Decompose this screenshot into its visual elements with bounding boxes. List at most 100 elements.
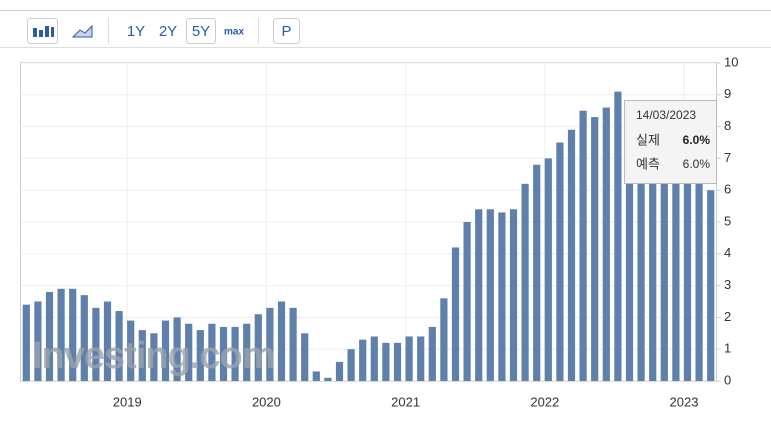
y-tick-label: 6: [724, 182, 731, 197]
bar: [649, 120, 657, 382]
tooltip-label: 실제: [636, 132, 660, 147]
bar: [533, 164, 541, 381]
tooltip-value: 6.0%: [683, 157, 711, 171]
bar: [370, 336, 378, 381]
grid: [20, 62, 717, 382]
icon: [39, 30, 43, 37]
bar: [347, 349, 355, 381]
icon: [51, 27, 54, 37]
bar: [254, 314, 262, 381]
y-tick-label: 1: [724, 341, 731, 356]
range-button[interactable]: max: [224, 27, 244, 38]
tooltip-label: 예측: [636, 156, 660, 171]
watermark: Investing.com: [32, 335, 275, 377]
bars: [22, 91, 715, 382]
bar: [451, 247, 460, 381]
toolbar: 1Y 2Y 5Y max P: [27, 18, 300, 44]
tooltip: 14/03/2023 실제 6.0% 예측 6.0%: [624, 100, 717, 184]
bar: [80, 295, 88, 381]
bar: [707, 190, 715, 381]
bar: [312, 371, 320, 381]
x-tick-label: 2020: [252, 394, 281, 409]
bar: [127, 320, 135, 381]
tooltip-box: [624, 100, 717, 184]
y-tick-label: 7: [724, 150, 731, 165]
y-tick-label: 2: [724, 309, 731, 324]
bar: [428, 326, 436, 381]
bar: [359, 339, 367, 381]
bar: [440, 298, 448, 381]
bar: [625, 110, 634, 381]
icon: [45, 26, 49, 37]
bar: [208, 323, 216, 381]
bar: [393, 342, 402, 381]
bar: [231, 326, 239, 381]
y-tick-label: 4: [724, 245, 731, 260]
bar: [579, 110, 587, 381]
bar: [567, 129, 576, 381]
bar: [417, 336, 425, 381]
bar: [266, 307, 274, 381]
bar: [614, 91, 622, 382]
bar: [243, 323, 251, 381]
bar: [324, 377, 332, 381]
bar: [69, 288, 77, 381]
bar: [695, 177, 703, 381]
y-tick-label: 8: [724, 118, 731, 133]
bar: [289, 307, 297, 381]
bar: [301, 333, 309, 381]
bar: [219, 326, 228, 381]
bar: [602, 107, 610, 382]
y-tick-label: 5: [724, 213, 731, 228]
range-button[interactable]: 1Y: [127, 23, 145, 40]
bar: [161, 320, 170, 381]
bar: [57, 288, 65, 381]
p-button-frame: [273, 18, 300, 44]
bar: [672, 155, 680, 381]
bar: [405, 336, 413, 381]
bar: [335, 361, 344, 381]
icon: [33, 28, 37, 37]
bar: [475, 209, 483, 381]
y-tick-label: 10: [724, 54, 738, 69]
bar: [138, 330, 146, 381]
x-tick-label: 2022: [530, 394, 559, 409]
x-tick-label: 2023: [670, 394, 699, 409]
range-button[interactable]: 5Y: [192, 23, 210, 40]
y-tick-label: 3: [724, 277, 731, 292]
bar: [544, 158, 552, 381]
bar: [92, 307, 100, 381]
range-button[interactable]: 2Y: [159, 23, 177, 40]
bar: [103, 301, 112, 381]
bar: [382, 342, 390, 381]
bar: [277, 301, 286, 381]
bar: [196, 330, 204, 381]
selected-range: [186, 18, 216, 44]
bar: [660, 136, 668, 381]
bar: [591, 117, 599, 381]
tooltip-value: 6.0%: [683, 133, 711, 147]
bar: [637, 117, 645, 381]
bar: [556, 142, 564, 381]
bar: [521, 183, 529, 381]
x-tick-label: 2021: [391, 394, 420, 409]
bar: [45, 291, 54, 381]
bar: [683, 174, 692, 381]
bar: [34, 301, 42, 381]
bar: [115, 311, 123, 381]
p-button[interactable]: P: [281, 23, 291, 40]
bar: [22, 304, 30, 381]
bar: [463, 222, 471, 381]
x-tick-label: 2019: [113, 394, 142, 409]
y-tick-label: 9: [724, 86, 731, 101]
bar: [498, 212, 506, 381]
bar: [150, 333, 158, 381]
line-chart-button[interactable]: [71, 24, 93, 38]
bar: [185, 323, 193, 381]
bar: [509, 209, 518, 381]
bar: [173, 317, 181, 381]
bar: [486, 209, 494, 381]
tooltip-date: 14/03/2023: [636, 108, 696, 122]
